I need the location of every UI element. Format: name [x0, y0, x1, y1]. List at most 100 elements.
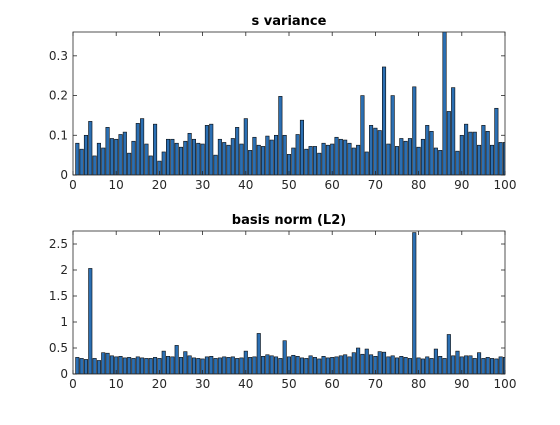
- top-chart-title: s variance: [252, 14, 327, 29]
- bar: [481, 358, 486, 374]
- bar: [282, 340, 287, 374]
- bar: [477, 352, 482, 374]
- y-tick-label: 1: [60, 315, 68, 329]
- bar: [178, 357, 184, 374]
- bar: [364, 151, 369, 175]
- bar: [148, 358, 153, 374]
- x-tick-label: 70: [368, 377, 383, 391]
- bar: [312, 357, 317, 374]
- bar: [317, 152, 322, 175]
- bar: [261, 356, 266, 374]
- bar: [157, 160, 162, 175]
- bar: [399, 138, 404, 175]
- y-tick-label: 1.5: [49, 289, 68, 303]
- bar: [235, 358, 240, 374]
- bar: [433, 147, 438, 175]
- bar: [118, 356, 123, 374]
- bar: [299, 357, 304, 374]
- bar: [200, 358, 205, 374]
- y-tick-label: 0: [60, 168, 68, 182]
- y-tick-label: 0.1: [49, 128, 68, 142]
- bar: [204, 125, 209, 175]
- bar: [312, 146, 317, 175]
- bar: [399, 356, 404, 374]
- bar: [472, 131, 477, 175]
- bottom-chart-panel: basis norm (L2) 0 10 20 30 40 50 60 70 80 90 100 0 0…: [49, 213, 517, 391]
- bar: [204, 356, 209, 374]
- bar: [347, 142, 352, 175]
- bar: [166, 356, 171, 374]
- bar: [191, 357, 196, 374]
- bar: [382, 66, 387, 175]
- bar: [222, 356, 227, 374]
- bar: [144, 358, 149, 374]
- bar: [226, 357, 231, 374]
- bar: [403, 140, 408, 175]
- bar: [118, 134, 123, 175]
- bar: [429, 358, 434, 374]
- bar: [248, 357, 253, 374]
- x-tick-label: 40: [238, 178, 253, 192]
- bar: [446, 334, 451, 374]
- bar: [153, 123, 158, 175]
- top-chart-panel: s variance 0 10 20 30 40 50 60 70 80 90 100 0 0.1 0.2…: [49, 14, 517, 192]
- bar: [407, 358, 412, 374]
- bar: [299, 119, 304, 175]
- bar: [334, 136, 339, 175]
- bar: [88, 268, 93, 374]
- bar: [377, 130, 382, 175]
- x-tick-label: 20: [152, 178, 167, 192]
- bar: [230, 138, 235, 175]
- bar: [291, 354, 296, 374]
- bar: [321, 142, 326, 175]
- bar: [330, 143, 335, 175]
- bar: [451, 87, 456, 175]
- bar: [148, 155, 153, 175]
- bar: [140, 118, 145, 175]
- x-tick-label: 20: [152, 377, 167, 391]
- bar: [282, 134, 287, 175]
- x-tick-label: 70: [368, 178, 383, 192]
- bar: [131, 358, 136, 374]
- bar: [127, 357, 132, 374]
- bar: [200, 143, 205, 175]
- bar: [122, 131, 127, 175]
- bar: [438, 356, 443, 374]
- bar: [369, 354, 374, 374]
- bar: [347, 356, 352, 374]
- bar: [485, 357, 490, 374]
- bar: [135, 356, 140, 374]
- bar: [360, 353, 365, 374]
- x-tick-label: 10: [109, 377, 124, 391]
- bar: [442, 358, 447, 374]
- bar: [416, 357, 421, 374]
- bar: [261, 146, 266, 175]
- bar: [213, 154, 218, 175]
- bar: [394, 357, 400, 374]
- bar: [403, 357, 408, 374]
- bar: [304, 148, 309, 175]
- bar: [369, 125, 374, 175]
- bar: [239, 143, 244, 175]
- bar: [83, 134, 88, 175]
- bar: [183, 351, 188, 374]
- bar: [101, 147, 106, 175]
- bar: [174, 142, 179, 175]
- bar: [442, 32, 447, 175]
- bar: [79, 148, 84, 175]
- bar: [459, 134, 464, 175]
- bar: [88, 121, 93, 175]
- bar: [256, 333, 261, 374]
- bar: [265, 135, 270, 175]
- bar: [101, 352, 106, 374]
- bar: [187, 132, 192, 175]
- bar: [96, 142, 101, 175]
- bar: [377, 351, 382, 374]
- bar: [321, 356, 326, 374]
- x-tick-label: 40: [238, 377, 253, 391]
- bar: [433, 348, 438, 374]
- bar: [343, 139, 348, 175]
- bar: [269, 139, 274, 175]
